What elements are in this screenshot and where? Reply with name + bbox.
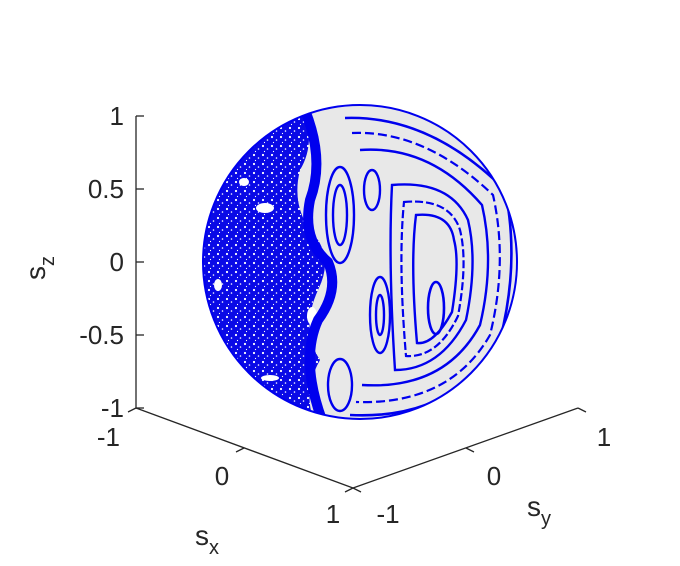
- sphere-outline: [202, 104, 518, 420]
- resonance-island-small: [362, 168, 382, 212]
- y-tick-label: 1: [597, 422, 611, 452]
- x-tick: [127, 407, 137, 413]
- sphere-surface: [202, 104, 518, 420]
- z-tick-label: -1: [101, 393, 124, 423]
- y-axis: -1 0 1 sy: [352, 407, 611, 530]
- y-tick: [577, 407, 587, 413]
- x-tick-label: 0: [215, 461, 229, 491]
- y-tick: [465, 447, 475, 453]
- y-tick-label: -1: [376, 499, 399, 529]
- regular-orbit: [400, 200, 465, 358]
- chaos-island: [239, 178, 249, 186]
- y-tick: [352, 487, 362, 493]
- regular-orbit: [412, 213, 458, 345]
- x-axis: -1 0 1 sx: [97, 407, 354, 559]
- y-axis-label: sy: [527, 491, 551, 530]
- resonance-island-bottom: [326, 357, 354, 413]
- regular-orbit: [389, 183, 474, 372]
- x-axis-label: sx: [195, 520, 219, 559]
- chaos-island: [256, 203, 274, 213]
- z-tick-label: 0.5: [88, 174, 124, 204]
- z-axis-label: sz: [20, 256, 59, 280]
- z-tick-label: 1: [110, 101, 124, 131]
- resonance-island-top: [331, 183, 349, 247]
- z-axis: -1 -0.5 0 0.5 1: [79, 101, 144, 423]
- x-tick: [344, 487, 354, 493]
- separatrix: [300, 108, 338, 419]
- regular-orbit: [351, 131, 501, 404]
- resonance-island-mid: [374, 293, 386, 337]
- regular-orbit: [359, 148, 490, 387]
- x-tick-label: 1: [326, 499, 340, 529]
- elliptic-fixed-point-orbit: [426, 280, 446, 336]
- resonance-island-top: [324, 165, 356, 265]
- chaotic-region: [203, 105, 325, 419]
- z-tick-label: 0: [110, 247, 124, 277]
- y-axis-line: [352, 407, 579, 489]
- y-tick-label: 0: [487, 461, 501, 491]
- x-tick-label: -1: [97, 422, 120, 452]
- x-axis-line: [135, 407, 354, 489]
- chaos-island: [214, 279, 222, 291]
- z-tick-label: -0.5: [79, 320, 124, 350]
- resonance-island-mid: [368, 275, 392, 355]
- x-tick: [235, 447, 245, 453]
- chaos-island: [261, 375, 279, 381]
